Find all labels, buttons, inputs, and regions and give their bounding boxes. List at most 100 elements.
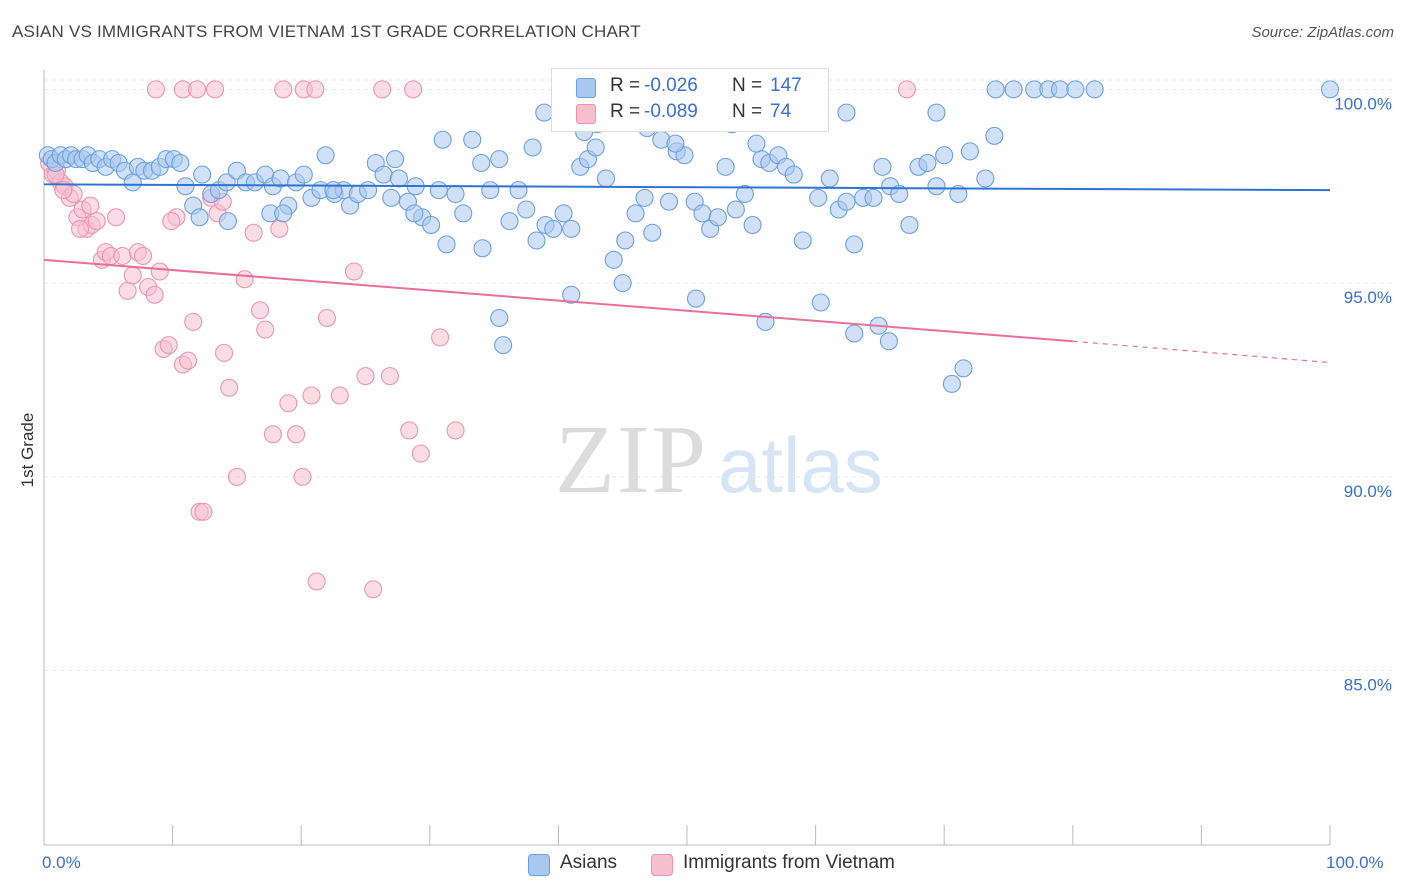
point-asian bbox=[437, 235, 456, 254]
point-asian bbox=[726, 200, 745, 219]
point-vietnam bbox=[380, 367, 399, 386]
point-asian bbox=[659, 192, 679, 211]
point-vietnam bbox=[205, 80, 225, 99]
point-asian bbox=[176, 177, 195, 196]
point-vietnam bbox=[133, 246, 153, 266]
y-tick-label: 100.0% bbox=[1334, 94, 1392, 113]
point-asian bbox=[635, 188, 654, 207]
x-tick-label-start: 0.0% bbox=[42, 853, 81, 872]
point-vietnam bbox=[106, 208, 126, 227]
point-asian bbox=[463, 130, 482, 149]
point-vietnam bbox=[146, 80, 165, 99]
point-asian bbox=[490, 308, 509, 328]
point-vietnam bbox=[431, 328, 450, 347]
y-tick-label: 85.0% bbox=[1344, 676, 1392, 695]
point-asian bbox=[864, 188, 883, 207]
point-asian bbox=[429, 181, 448, 200]
point-asian bbox=[481, 181, 500, 200]
point-asian bbox=[986, 80, 1005, 99]
point-vietnam bbox=[302, 386, 321, 405]
point-asian bbox=[500, 212, 519, 231]
source-label: Source: ZipAtlas.com bbox=[1251, 24, 1394, 41]
trend-line-vietnam-extension bbox=[1072, 340, 1331, 364]
point-asian bbox=[359, 181, 378, 200]
point-vietnam bbox=[214, 343, 234, 362]
point-asian bbox=[454, 204, 473, 223]
trend-line-asians bbox=[43, 183, 1331, 192]
point-asian bbox=[743, 215, 762, 235]
point-vietnam bbox=[118, 281, 137, 300]
asians-legend-swatch bbox=[528, 854, 550, 876]
point-asian bbox=[527, 231, 546, 250]
watermark-zip: ZIP bbox=[555, 406, 708, 514]
point-vietnam bbox=[184, 312, 203, 331]
point-asian bbox=[811, 293, 830, 312]
point-vietnam bbox=[194, 502, 213, 521]
point-vietnam bbox=[113, 246, 132, 266]
point-asian bbox=[845, 235, 864, 254]
point-asian bbox=[218, 212, 237, 231]
point-asian bbox=[562, 285, 581, 304]
point-asian bbox=[374, 165, 393, 184]
point-vietnam bbox=[330, 386, 349, 405]
point-vietnam bbox=[70, 219, 90, 238]
point-vietnam bbox=[897, 80, 916, 99]
point-vietnam bbox=[256, 320, 275, 339]
point-vietnam bbox=[150, 262, 169, 281]
asians-swatch bbox=[576, 78, 596, 98]
point-asian bbox=[523, 138, 542, 157]
point-asian bbox=[613, 274, 632, 293]
n-label: N = bbox=[732, 75, 763, 96]
point-asian bbox=[927, 103, 946, 122]
point-asian bbox=[954, 359, 973, 378]
point-vietnam bbox=[279, 394, 298, 413]
point-vietnam bbox=[411, 444, 430, 463]
point-asian bbox=[1050, 80, 1069, 99]
x-tick-label-end: 100.0% bbox=[1326, 853, 1384, 872]
point-vietnam bbox=[287, 425, 306, 444]
point-vietnam bbox=[293, 467, 312, 486]
point-vietnam bbox=[446, 421, 465, 440]
point-vietnam bbox=[274, 80, 293, 99]
point-vietnam bbox=[250, 301, 270, 320]
point-asian bbox=[389, 169, 408, 188]
point-asian bbox=[985, 126, 1004, 145]
point-asian bbox=[324, 181, 343, 200]
point-vietnam bbox=[344, 262, 363, 281]
point-asian bbox=[596, 169, 616, 188]
point-asian bbox=[976, 169, 995, 188]
point-vietnam bbox=[306, 80, 325, 99]
point-asian bbox=[294, 165, 313, 184]
point-vietnam bbox=[87, 212, 106, 231]
point-asian bbox=[626, 204, 645, 223]
n-value: 74 bbox=[770, 101, 792, 122]
point-asian bbox=[735, 184, 754, 204]
point-asian bbox=[708, 208, 727, 227]
point-vietnam bbox=[162, 212, 181, 231]
point-asian bbox=[643, 223, 662, 242]
point-asian bbox=[490, 150, 509, 169]
point-asian bbox=[809, 188, 828, 207]
y-tick-label: 95.0% bbox=[1344, 288, 1392, 307]
vietnam-legend-swatch bbox=[651, 854, 673, 876]
y-tick-labels: 85.0% 90.0% 95.0% 100.0% bbox=[1334, 94, 1392, 694]
point-vietnam bbox=[54, 181, 73, 200]
point-asian bbox=[820, 169, 839, 188]
point-vietnam bbox=[81, 196, 100, 215]
axes bbox=[43, 70, 1331, 846]
point-vietnam bbox=[317, 308, 336, 328]
r-label: R = bbox=[610, 75, 641, 96]
point-vietnam bbox=[400, 421, 419, 440]
point-vietnam bbox=[356, 367, 375, 386]
n-label: N = bbox=[732, 101, 763, 122]
point-vietnam bbox=[373, 80, 392, 99]
trend-line-vietnam bbox=[43, 258, 1073, 343]
vietnam-legend-label: Immigrants from Vietnam bbox=[683, 852, 895, 873]
point-vietnam bbox=[187, 80, 207, 99]
point-asian bbox=[686, 289, 706, 308]
point-asian bbox=[960, 142, 979, 161]
point-asian bbox=[918, 153, 937, 173]
point-asian bbox=[472, 153, 491, 173]
point-asian bbox=[509, 181, 528, 200]
